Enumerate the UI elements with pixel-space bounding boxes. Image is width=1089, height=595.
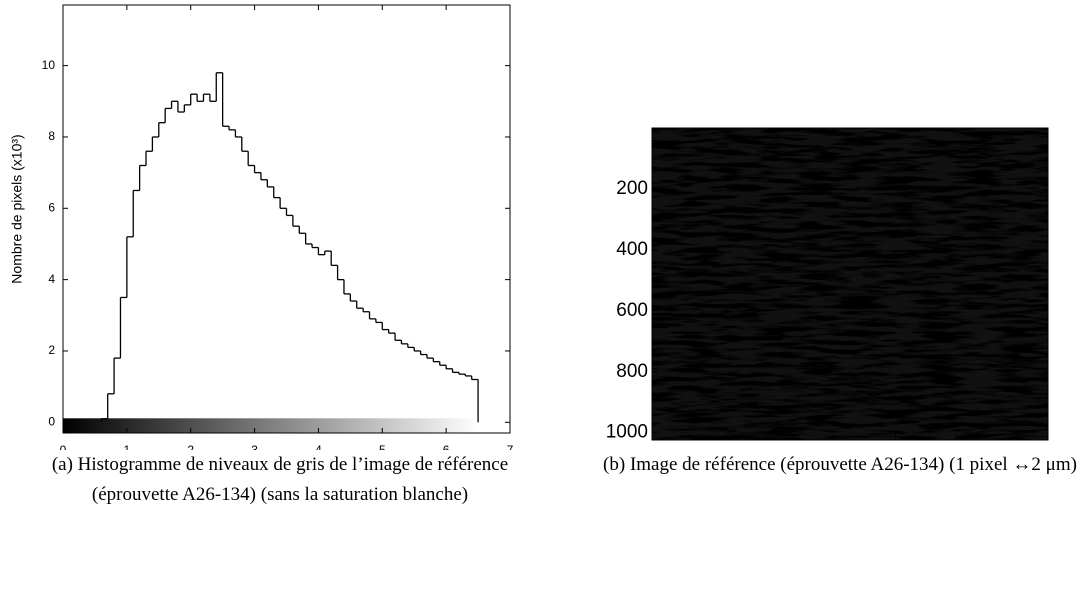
x-tick-label: 0 (60, 443, 67, 450)
colorbar (63, 418, 479, 433)
y-tick-label: 10 (42, 58, 56, 72)
x-tick-label: 6 (443, 443, 450, 450)
caption-b: (b) Image de référence (éprouvette A26-1… (603, 454, 1077, 475)
y-tick-label: 0 (48, 414, 55, 428)
y-tick-label: 400 (616, 239, 648, 260)
x-tick-label: 2 (187, 443, 194, 450)
y-tick-label: 2 (48, 343, 55, 357)
y-tick-label: 8 (48, 129, 55, 143)
x-tick-label: 5 (379, 443, 386, 450)
y-tick-label: 200 (616, 178, 648, 199)
image-texture (652, 128, 1048, 440)
y-tick-label: 4 (48, 272, 55, 286)
x-tick-label: 7 (507, 443, 514, 450)
plot-frame (62, 4, 511, 434)
y-tick-label: 800 (616, 361, 648, 382)
y-tick-label: 600 (616, 300, 648, 321)
x-tick-label: 3 (251, 443, 258, 450)
figure: 012345670246810Niveau de gris codé sur 1… (9, 4, 1049, 450)
y-tick-label: 1000 (606, 422, 648, 443)
y-tick-label: 6 (48, 200, 55, 214)
x-tick-label: 4 (315, 443, 322, 450)
image-frame (651, 127, 1049, 441)
y-axis-label: Nombre de pixels (x10³) (9, 134, 25, 283)
x-tick-label: 1 (124, 443, 131, 450)
caption-a: (a) Histogramme de niveaux de gris de l’… (51, 454, 509, 505)
